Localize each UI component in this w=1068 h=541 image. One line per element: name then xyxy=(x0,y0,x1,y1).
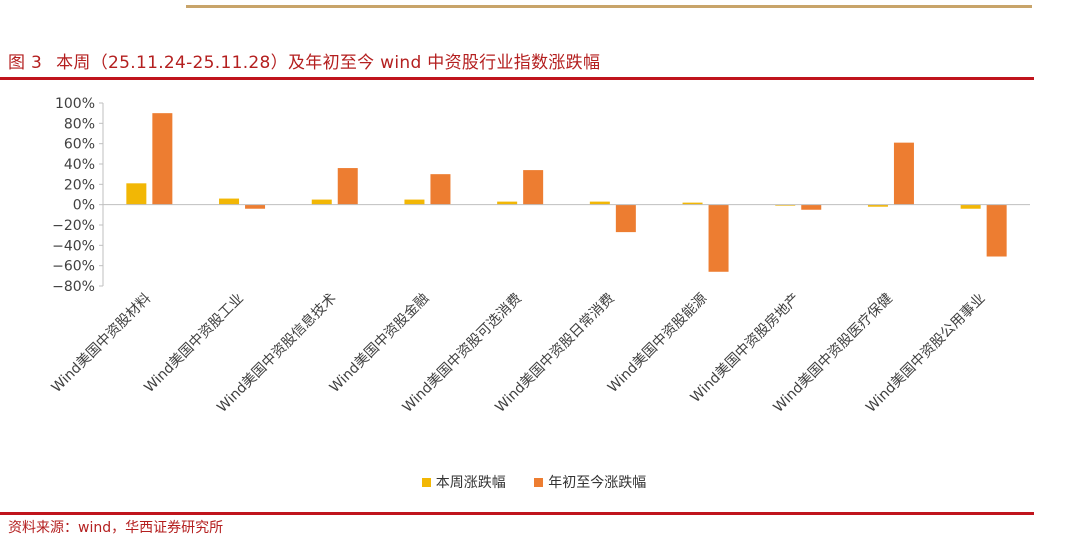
bar-ytd xyxy=(430,174,451,205)
bar-ytd xyxy=(986,204,1007,257)
x-category-label: Wind美国中资股材料 xyxy=(49,291,154,396)
y-tick-label: −80% xyxy=(52,279,95,295)
legend-item-ytd: 年初至今涨跌幅 xyxy=(534,472,646,492)
y-tick-label: −40% xyxy=(52,238,95,254)
bar-weekly xyxy=(497,201,518,205)
y-tick-label: 20% xyxy=(64,177,95,193)
top-decorative-rule xyxy=(186,5,1032,8)
bar-weekly xyxy=(404,199,425,205)
bar-weekly xyxy=(311,199,332,205)
legend-label-weekly: 本周涨跌幅 xyxy=(435,475,506,491)
bar-weekly xyxy=(682,202,703,205)
bar-ytd xyxy=(708,204,729,272)
figure-title-text: 本周（25.11.24-25.11.28）及年初至今 wind 中资股行业指数涨… xyxy=(56,53,601,73)
figure-number: 图 3 xyxy=(8,53,43,73)
title-underline xyxy=(0,77,1034,80)
x-category-label: Wind美国中资股工业 xyxy=(141,291,246,396)
source-note: 资料来源：wind，华西证券研究所 xyxy=(8,520,224,536)
y-tick-label: 0% xyxy=(73,198,95,214)
figure-title: 图 3 本周（25.11.24-25.11.28）及年初至今 wind 中资股行业… xyxy=(8,48,600,73)
bar-weekly xyxy=(867,204,888,207)
bottom-rule xyxy=(0,512,1034,515)
legend-label-ytd: 年初至今涨跌幅 xyxy=(548,475,647,491)
bar-weekly xyxy=(126,183,147,205)
bar-weekly xyxy=(589,201,610,205)
y-tick-label: 60% xyxy=(64,137,95,153)
y-tick-label: 80% xyxy=(64,116,95,132)
x-category-label: Wind美国中资股金融 xyxy=(327,291,432,396)
chart-legend: 本周涨跌幅 年初至今涨跌幅 xyxy=(0,472,1068,492)
bar-weekly xyxy=(775,204,796,206)
legend-swatch-ytd xyxy=(534,477,544,487)
bar-ytd xyxy=(523,170,544,205)
bar-ytd xyxy=(893,142,914,205)
y-tick-label: −60% xyxy=(52,259,95,275)
legend-item-weekly: 本周涨跌幅 xyxy=(421,472,506,492)
y-tick-label: 40% xyxy=(64,157,95,173)
bar-weekly xyxy=(219,198,240,205)
legend-swatch-weekly xyxy=(421,477,431,487)
x-category-label: Wind美国中资股能源 xyxy=(605,291,710,396)
bar-weekly xyxy=(960,204,981,209)
bar-ytd xyxy=(337,168,358,205)
bar-ytd xyxy=(801,204,822,210)
y-tick-label: 100% xyxy=(55,96,95,112)
bar-ytd xyxy=(615,204,636,233)
y-tick-label: −20% xyxy=(52,218,95,234)
bar-chart: 100%80%60%40%20%0%−20%−40%−60%−80%Wind美国… xyxy=(49,96,1030,416)
bar-ytd xyxy=(152,113,173,205)
bar-ytd xyxy=(245,204,266,209)
